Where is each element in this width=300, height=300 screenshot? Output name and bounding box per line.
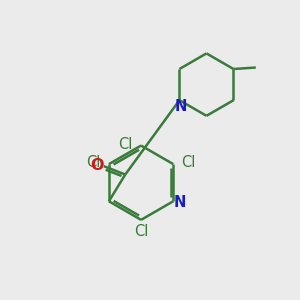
Text: Cl: Cl: [86, 155, 100, 170]
Text: N: N: [174, 195, 186, 210]
Text: Cl: Cl: [118, 136, 133, 152]
Text: N: N: [175, 99, 187, 114]
Text: Cl: Cl: [134, 224, 148, 238]
Text: O: O: [91, 158, 104, 173]
Text: Cl: Cl: [182, 155, 196, 170]
